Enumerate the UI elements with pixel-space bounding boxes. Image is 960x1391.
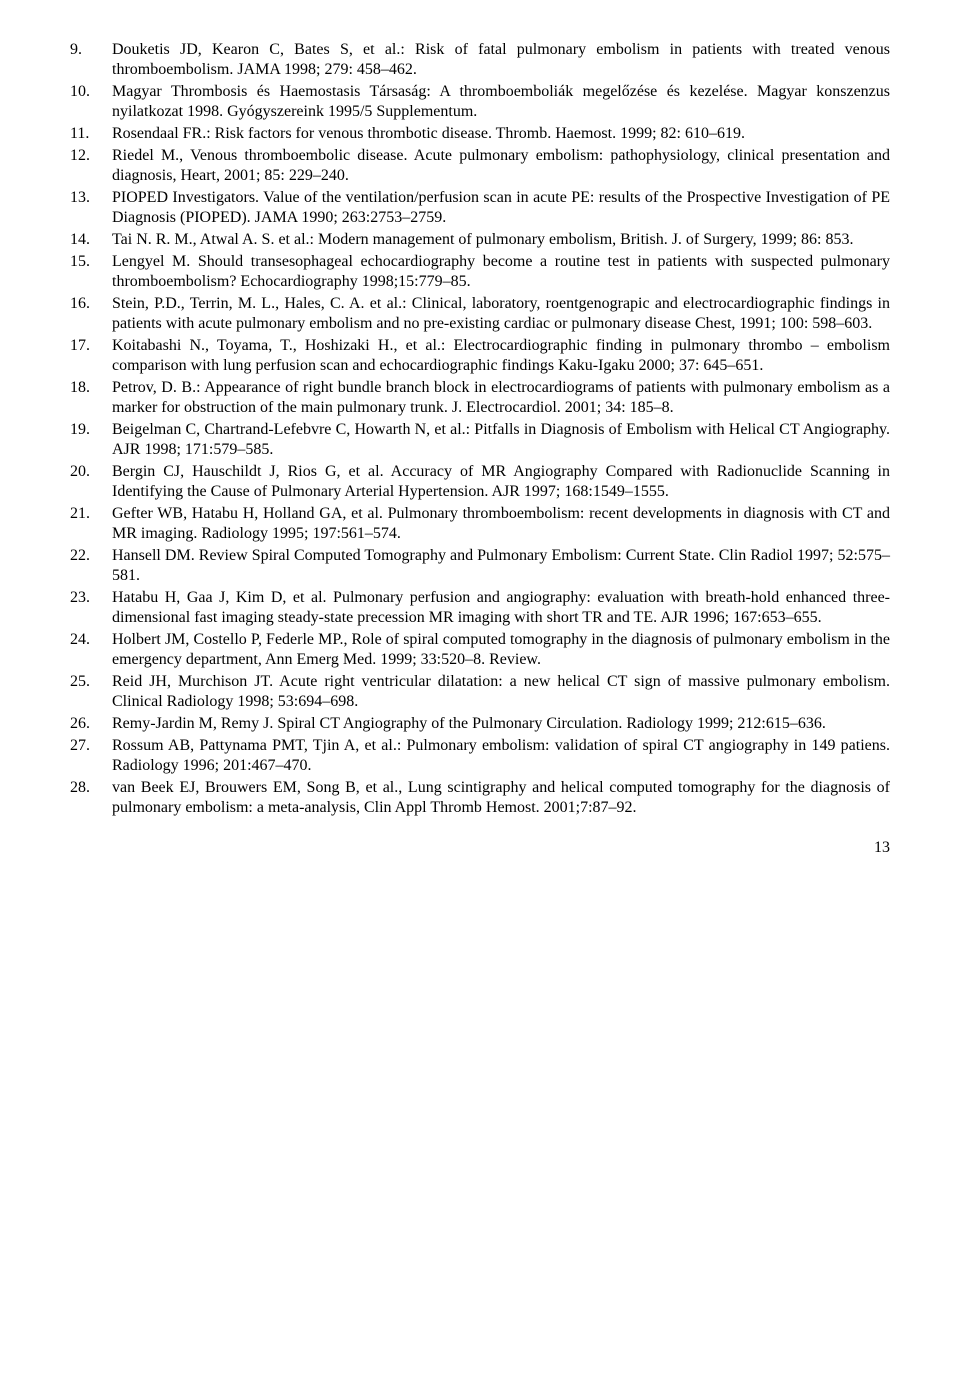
reference-text: Hansell DM. Review Spiral Computed Tomog… bbox=[112, 546, 890, 586]
reference-item: 28.van Beek EJ, Brouwers EM, Song B, et … bbox=[70, 778, 890, 818]
reference-item: 26.Remy-Jardin M, Remy J. Spiral CT Angi… bbox=[70, 714, 890, 734]
reference-text: Douketis JD, Kearon C, Bates S, et al.: … bbox=[112, 40, 890, 80]
reference-item: 21.Gefter WB, Hatabu H, Holland GA, et a… bbox=[70, 504, 890, 544]
reference-number: 15. bbox=[70, 252, 112, 292]
reference-number: 23. bbox=[70, 588, 112, 628]
reference-item: 15.Lengyel M. Should transesophageal ech… bbox=[70, 252, 890, 292]
reference-text: Tai N. R. M., Atwal A. S. et al.: Modern… bbox=[112, 230, 890, 250]
reference-text: Rossum AB, Pattynama PMT, Tjin A, et al.… bbox=[112, 736, 890, 776]
reference-item: 25.Reid JH, Murchison JT. Acute right ve… bbox=[70, 672, 890, 712]
reference-number: 26. bbox=[70, 714, 112, 734]
reference-text: Koitabashi N., Toyama, T., Hoshizaki H.,… bbox=[112, 336, 890, 376]
reference-item: 18.Petrov, D. B.: Appearance of right bu… bbox=[70, 378, 890, 418]
reference-item: 22.Hansell DM. Review Spiral Computed To… bbox=[70, 546, 890, 586]
reference-number: 24. bbox=[70, 630, 112, 670]
reference-text: Hatabu H, Gaa J, Kim D, et al. Pulmonary… bbox=[112, 588, 890, 628]
reference-text: Gefter WB, Hatabu H, Holland GA, et al. … bbox=[112, 504, 890, 544]
reference-number: 14. bbox=[70, 230, 112, 250]
reference-item: 14.Tai N. R. M., Atwal A. S. et al.: Mod… bbox=[70, 230, 890, 250]
reference-number: 12. bbox=[70, 146, 112, 186]
reference-text: PIOPED Investigators. Value of the venti… bbox=[112, 188, 890, 228]
reference-text: Remy-Jardin M, Remy J. Spiral CT Angiogr… bbox=[112, 714, 890, 734]
reference-number: 16. bbox=[70, 294, 112, 334]
reference-item: 12.Riedel M., Venous thromboembolic dise… bbox=[70, 146, 890, 186]
reference-text: Reid JH, Murchison JT. Acute right ventr… bbox=[112, 672, 890, 712]
reference-text: Holbert JM, Costello P, Federle MP., Rol… bbox=[112, 630, 890, 670]
reference-item: 20.Bergin CJ, Hauschildt J, Rios G, et a… bbox=[70, 462, 890, 502]
reference-number: 27. bbox=[70, 736, 112, 776]
reference-item: 17.Koitabashi N., Toyama, T., Hoshizaki … bbox=[70, 336, 890, 376]
reference-number: 19. bbox=[70, 420, 112, 460]
reference-number: 20. bbox=[70, 462, 112, 502]
reference-text: Beigelman C, Chartrand-Lefebvre C, Howar… bbox=[112, 420, 890, 460]
reference-item: 24.Holbert JM, Costello P, Federle MP., … bbox=[70, 630, 890, 670]
reference-number: 10. bbox=[70, 82, 112, 122]
reference-number: 13. bbox=[70, 188, 112, 228]
reference-text: Riedel M., Venous thromboembolic disease… bbox=[112, 146, 890, 186]
page-number: 13 bbox=[70, 838, 890, 858]
reference-item: 16.Stein, P.D., Terrin, M. L., Hales, C.… bbox=[70, 294, 890, 334]
reference-number: 25. bbox=[70, 672, 112, 712]
reference-number: 11. bbox=[70, 124, 112, 144]
reference-number: 28. bbox=[70, 778, 112, 818]
reference-text: Rosendaal FR.: Risk factors for venous t… bbox=[112, 124, 890, 144]
reference-list: 9.Douketis JD, Kearon C, Bates S, et al.… bbox=[70, 40, 890, 818]
reference-number: 9. bbox=[70, 40, 112, 80]
reference-item: 23.Hatabu H, Gaa J, Kim D, et al. Pulmon… bbox=[70, 588, 890, 628]
reference-text: Bergin CJ, Hauschildt J, Rios G, et al. … bbox=[112, 462, 890, 502]
reference-number: 22. bbox=[70, 546, 112, 586]
reference-number: 17. bbox=[70, 336, 112, 376]
reference-item: 19.Beigelman C, Chartrand-Lefebvre C, Ho… bbox=[70, 420, 890, 460]
reference-item: 27.Rossum AB, Pattynama PMT, Tjin A, et … bbox=[70, 736, 890, 776]
reference-text: Lengyel M. Should transesophageal echoca… bbox=[112, 252, 890, 292]
reference-number: 18. bbox=[70, 378, 112, 418]
reference-text: Petrov, D. B.: Appearance of right bundl… bbox=[112, 378, 890, 418]
reference-number: 21. bbox=[70, 504, 112, 544]
reference-text: Magyar Thrombosis és Haemostasis Társasá… bbox=[112, 82, 890, 122]
reference-text: van Beek EJ, Brouwers EM, Song B, et al.… bbox=[112, 778, 890, 818]
reference-item: 11.Rosendaal FR.: Risk factors for venou… bbox=[70, 124, 890, 144]
reference-item: 9.Douketis JD, Kearon C, Bates S, et al.… bbox=[70, 40, 890, 80]
reference-item: 13.PIOPED Investigators. Value of the ve… bbox=[70, 188, 890, 228]
reference-item: 10.Magyar Thrombosis és Haemostasis Társ… bbox=[70, 82, 890, 122]
reference-text: Stein, P.D., Terrin, M. L., Hales, C. A.… bbox=[112, 294, 890, 334]
